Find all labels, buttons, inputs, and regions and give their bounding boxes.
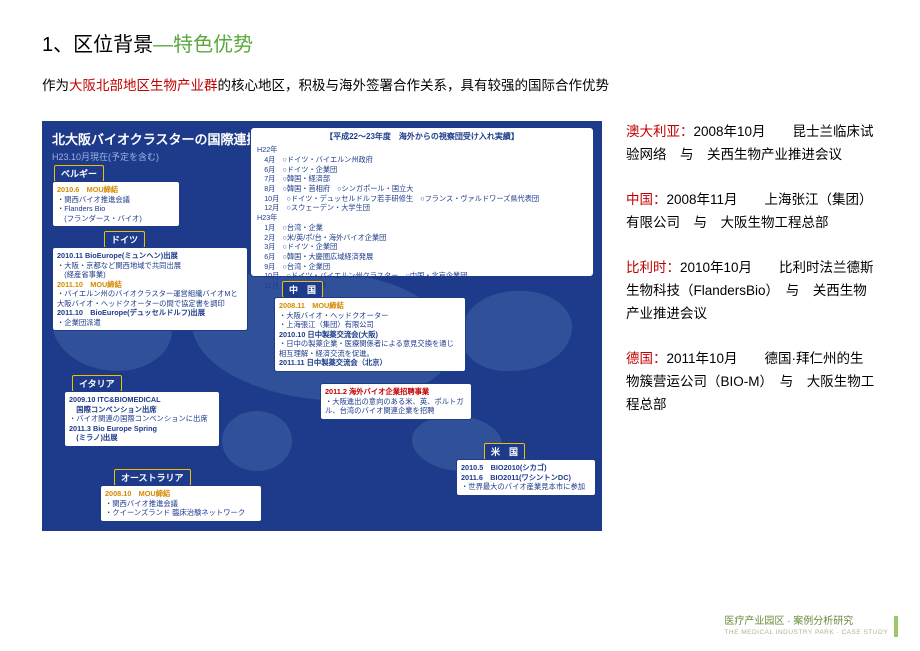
label-china: 中 国 xyxy=(282,281,323,298)
tag-recruit: 2011.2 海外バイオ企業招聘事業 ・大阪進出の意向のある米、英、ポルトガル、… xyxy=(320,383,472,419)
subtitle-pre: 作为 xyxy=(42,78,69,93)
entry-australia: 澳大利亚：2008年10月 昆士兰临床试验网络 与 关西生物产业推进会议 xyxy=(626,121,876,167)
entry-china: 中国：2008年11月 上海张江（集团）有限公司 与 大阪生物工程总部 xyxy=(626,189,876,235)
map-subtitle: H23.10月現在(予定を含む) xyxy=(52,150,259,163)
title-main: 区位背景 xyxy=(73,34,153,56)
tag-australia: 2008.10 MOU締結 ・関西バイオ推進会議 ・クイーンズランド 臨床治験ネ… xyxy=(100,485,262,521)
main-content: 北大阪バイオクラスターの国際連携 H23.10月現在(予定を含む) 【平成22～… xyxy=(0,97,920,531)
right-column: 澳大利亚：2008年10月 昆士兰临床试验网络 与 关西生物产业推进会议 中国：… xyxy=(626,121,876,531)
stats-title: 【平成22～23年度 海外からの視察団受け入れ実績】 xyxy=(257,132,587,143)
label-germany: ドイツ xyxy=(104,231,145,248)
entry-country: 澳大利亚： xyxy=(626,124,694,139)
entry-country: 德国： xyxy=(626,351,667,366)
recruit-t1: ・大阪進出の意向のある米、英、ポルトガル、台湾のバイオ関連企業を招聘 xyxy=(325,397,467,416)
usa-t1: ・世界最大のバイオ産業見本市に参加 xyxy=(461,482,591,491)
tag-germany: 2010.11 BioEurope(ミュンヘン)出展 ・大阪・京都など関西地域で… xyxy=(52,247,248,331)
germany-l2: 2011.10 MOU締結 xyxy=(57,280,243,289)
recruit-l1: 2011.2 海外バイオ企業招聘事業 xyxy=(325,387,467,396)
italy-l2: 2011.3 Bio Europe Spring (ミラノ)出展 xyxy=(69,424,215,443)
map-title-text: 北大阪バイオクラスターの国際連携 xyxy=(52,129,259,148)
title-number: 1、 xyxy=(42,34,73,56)
stats-body: H22年 4月 ○ドイツ・バイエルン州政府 6月 ○ドイツ・企業団 7月 ○韓国… xyxy=(257,145,587,291)
germany-t2: ・バイエルン州のバイオクラスター運営組織バイオMと大阪バイオ・ヘッドクオーターの… xyxy=(57,289,243,308)
china-l2: 2010.10 日中製薬交流会(大阪) xyxy=(279,330,461,339)
label-australia: オーストラリア xyxy=(114,469,191,486)
tag-china: 2008.11 MOU締結 ・大阪バイオ・ヘッドクオーター ・上海張江（集団）有… xyxy=(274,297,466,371)
aus-t1: ・関西バイオ推進会議 ・クイーンズランド 臨床治験ネットワーク xyxy=(105,499,257,518)
title-sub: 特色优势 xyxy=(173,34,253,56)
aus-l1: 2008.10 MOU締結 xyxy=(105,489,257,498)
subtitle-paragraph: 作为大阪北部地区生物产业群的核心地区，积极与海外签署合作关系，具有较强的国际合作… xyxy=(0,57,920,97)
label-usa: 米 国 xyxy=(484,443,525,460)
belgium-date: 2010.6 MOU締結 xyxy=(57,185,175,194)
label-belgium: ベルギー xyxy=(54,165,104,182)
entry-country: 比利时： xyxy=(626,260,680,275)
germany-l3: 2011.10 BioEurope(デュッセルドルフ)出展 xyxy=(57,308,243,317)
entry-germany: 德国：2011年10月 德国·拜仁州的生物簇营运公司（BIO-M） 与 大阪生物… xyxy=(626,348,876,417)
map-title: 北大阪バイオクラスターの国際連携 H23.10月現在(予定を含む) xyxy=(52,129,259,163)
entry-belgium: 比利时：2010年10月 比利时法兰德斯生物科技（FlandersBio） 与 … xyxy=(626,257,876,326)
germany-t3: ・企業団派遣 xyxy=(57,318,243,327)
tag-italy: 2009.10 ITC&BIOMEDICAL 国際コンベンション出席 ・バイオ関… xyxy=(64,391,220,446)
label-italy: イタリア xyxy=(72,375,122,392)
footer-brand: 医疗产业园区 · 案例分析研究 THE MEDICAL INDUSTRY PAR… xyxy=(724,616,898,637)
entry-country: 中国： xyxy=(626,192,667,207)
italy-t1: ・バイオ関連の国際コンベンションに出席 xyxy=(69,414,215,423)
usa-l1: 2010.5 BIO2010(シカゴ) xyxy=(461,463,591,472)
china-t2: ・日中の製薬企業・医療関係者による意見交換を通じ相互理解・経済交流を促進。 xyxy=(279,339,461,358)
footer-en: THE MEDICAL INDUSTRY PARK · CASE STUDY xyxy=(724,629,888,637)
usa-l2: 2011.6 BIO2011(ワシントンDC) xyxy=(461,473,591,482)
subtitle-highlight: 大阪北部地区生物产业群 xyxy=(69,78,218,93)
italy-l1: 2009.10 ITC&BIOMEDICAL 国際コンベンション出席 xyxy=(69,395,215,414)
china-l3: 2011.11 日中製薬交流会（北京） xyxy=(279,358,461,367)
stats-box: 【平成22～23年度 海外からの視察団受け入れ実績】 H22年 4月 ○ドイツ・… xyxy=(250,127,594,277)
belgium-body: ・関西バイオ推進会議 ・Flanders Bio (フランダース・バイオ) xyxy=(57,195,175,223)
title-dash: — xyxy=(153,34,173,56)
germany-l1: 2010.11 BioEurope(ミュンヘン)出展 xyxy=(57,251,243,260)
world-map-panel: 北大阪バイオクラスターの国際連携 H23.10月現在(予定を含む) 【平成22～… xyxy=(42,121,602,531)
china-t1: ・大阪バイオ・ヘッドクオーター ・上海張江（集団）有限公司 xyxy=(279,311,461,330)
footer-zh: 医疗产业园区 · 案例分析研究 xyxy=(724,616,888,629)
tag-usa: 2010.5 BIO2010(シカゴ) 2011.6 BIO2011(ワシントン… xyxy=(456,459,596,495)
slide-header: 1、区位背景—特色优势 xyxy=(0,0,920,57)
subtitle-post: 的核心地区，积极与海外签署合作关系，具有较强的国际合作优势 xyxy=(218,78,610,93)
tag-belgium: 2010.6 MOU締結 ・関西バイオ推進会議 ・Flanders Bio (フ… xyxy=(52,181,180,227)
china-l1: 2008.11 MOU締結 xyxy=(279,301,461,310)
germany-t1: ・大阪・京都など関西地域で共同出展 (経産省事業) xyxy=(57,261,243,280)
